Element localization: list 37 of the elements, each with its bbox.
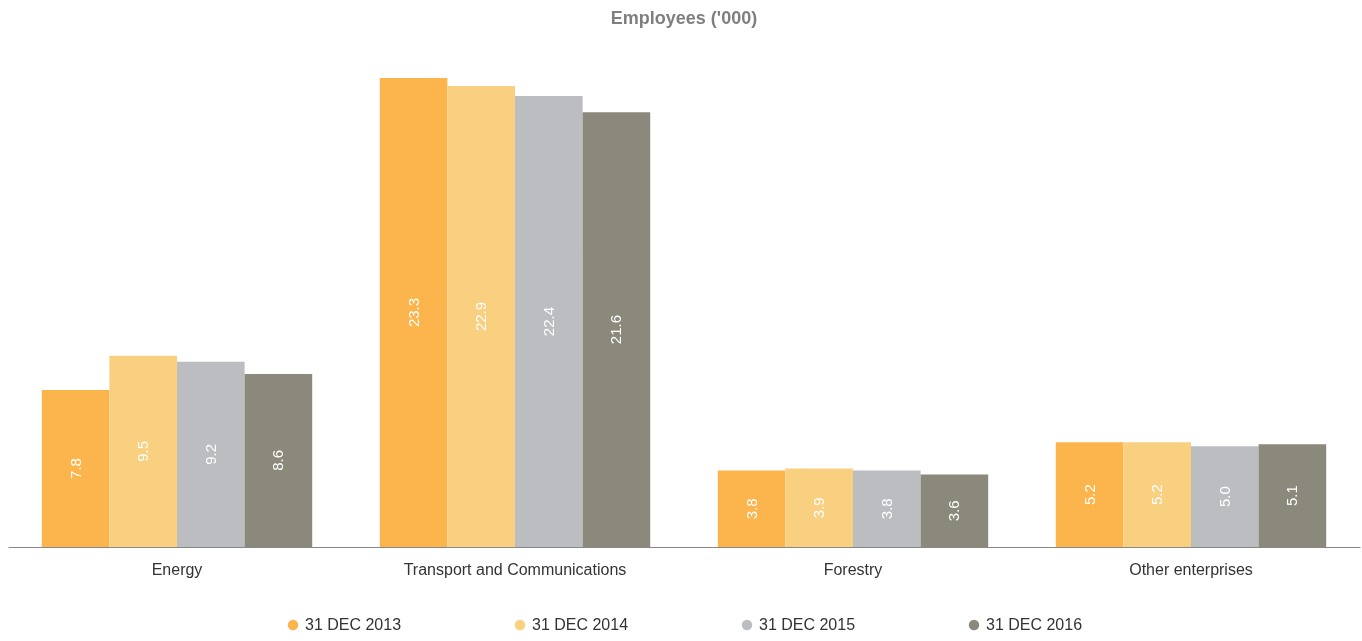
data-label: 22.9	[472, 301, 490, 332]
data-label: 5.1	[1283, 485, 1301, 507]
x-tick-label: Other enterprises	[1129, 560, 1253, 578]
data-label: 23.3	[404, 297, 422, 328]
data-label: 9.2	[201, 443, 219, 465]
data-label: 5.0	[1215, 486, 1233, 508]
data-label: 22.4	[539, 306, 557, 337]
bar	[515, 96, 583, 547]
bar	[177, 361, 245, 547]
bar	[109, 355, 177, 547]
data-label: 3.8	[742, 498, 760, 520]
chart-title: Employees ('000)	[610, 8, 758, 28]
bar	[717, 470, 786, 547]
legend-label: 31 DEC 2013	[305, 616, 402, 633]
data-label: 5.2	[1148, 484, 1166, 506]
bar	[379, 78, 448, 547]
legend-label: 31 DEC 2014	[532, 616, 629, 633]
legend-label: 31 DEC 2015	[759, 616, 856, 633]
data-label: 7.8	[66, 458, 84, 479]
bar	[1191, 446, 1259, 547]
bar	[41, 390, 110, 547]
data-label: 3.9	[810, 497, 828, 519]
data-label: 3.6	[945, 500, 963, 522]
bar	[785, 468, 853, 547]
data-label: 9.5	[134, 440, 152, 462]
x-tick-label: Forestry	[823, 560, 883, 578]
x-tick-label: Energy	[151, 560, 203, 578]
data-label: 5.2	[1080, 484, 1098, 506]
bar	[447, 86, 515, 547]
bar	[853, 470, 921, 547]
data-label: 8.6	[269, 450, 287, 471]
data-label: 21.6	[607, 315, 625, 345]
data-label: 3.8	[877, 498, 895, 520]
bar	[1123, 442, 1191, 547]
x-tick-label: Transport and Communications	[403, 560, 627, 578]
bar	[1055, 442, 1124, 547]
legend-label: 31 DEC 2016	[986, 616, 1083, 633]
